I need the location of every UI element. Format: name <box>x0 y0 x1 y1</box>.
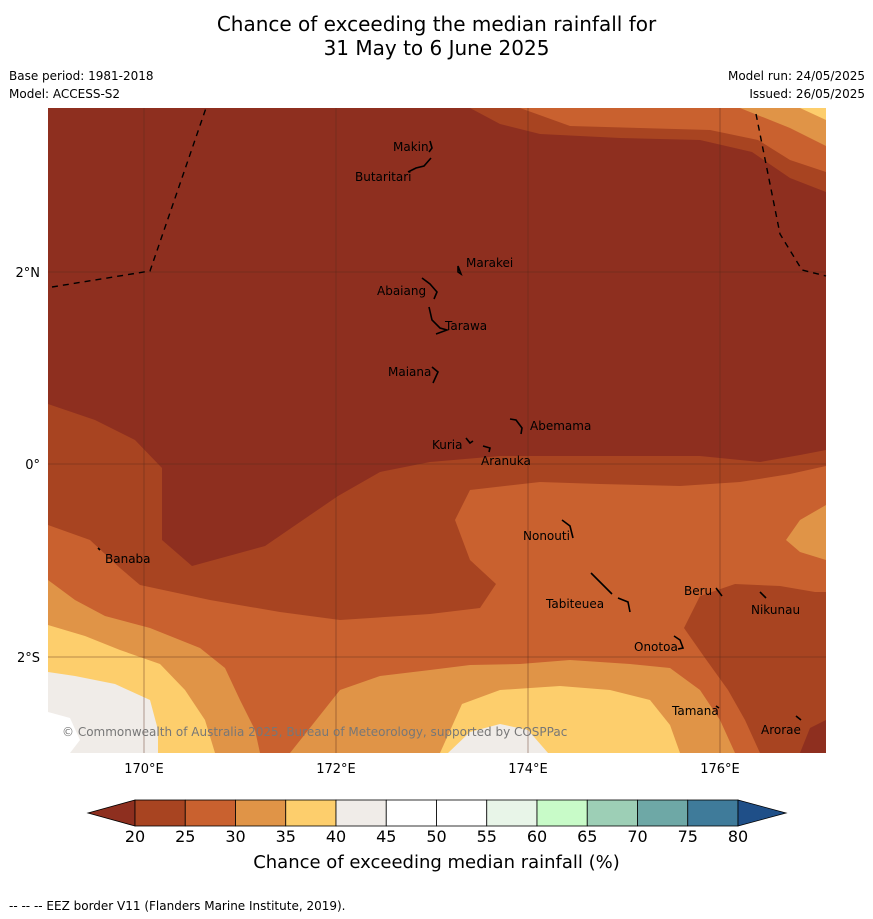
probability-field <box>48 108 826 753</box>
colorbar-segment <box>687 799 739 827</box>
colorbar-tick-label: 75 <box>677 827 698 846</box>
band-45-55-sw <box>48 712 80 753</box>
band-30-35-ne <box>740 108 826 146</box>
colorbar-segment <box>385 799 437 827</box>
colorbar-tick-label: 35 <box>275 827 296 846</box>
tabiteuea-island <box>590 572 631 613</box>
eez-footnote: -- -- -- EEZ border V11 (Flanders Marine… <box>9 899 346 913</box>
colorbar-segment <box>335 799 387 827</box>
colorbar-tick-label: 45 <box>376 827 397 846</box>
colorbar-segment <box>586 799 638 827</box>
label-kuria: Kuria <box>432 438 463 452</box>
colorbar-overflow-triangle <box>737 799 788 827</box>
colorbar-tick-label: 30 <box>225 827 246 846</box>
lat-label-2s: 2°S <box>17 651 40 666</box>
colorbar-tick-label: 55 <box>476 827 497 846</box>
band-below-20-southeast <box>800 720 826 753</box>
label-maiana: Maiana <box>388 365 431 379</box>
lon-label-174e: 174°E <box>508 762 548 777</box>
band-35-40-ne <box>800 108 826 120</box>
band-25-30-ne <box>520 108 826 172</box>
colorbar-tick-label: 25 <box>175 827 196 846</box>
onotoa-island <box>673 635 685 650</box>
abemama-island <box>509 418 523 435</box>
label-onotoa: Onotoa <box>634 640 678 654</box>
metadata-left: Base period: 1981-2018 Model: ACCESS-S2 <box>9 67 154 103</box>
issued-date: Issued: 26/05/2025 <box>749 87 865 101</box>
map-title: Chance of exceeding the median rainfall … <box>0 12 873 60</box>
banaba-island <box>97 547 101 551</box>
maiana-island <box>431 366 439 384</box>
lon-label-172e: 172°E <box>316 762 356 777</box>
beru-island <box>715 587 723 597</box>
colorbar-tick-label: 40 <box>325 827 347 846</box>
colorbar-tick-label: 65 <box>577 827 598 846</box>
colorbar-tick-label: 20 <box>124 827 146 846</box>
colorbar-segment <box>285 799 337 827</box>
label-makin: Makin <box>393 140 429 154</box>
colorbar-segment <box>436 799 488 827</box>
label-tabiteuea: Tabiteuea <box>545 597 604 611</box>
colorbar-tick-label: 70 <box>627 827 648 846</box>
nonouti-island <box>561 519 574 539</box>
title-line-1: Chance of exceeding the median rainfall … <box>216 12 657 36</box>
butaritari-island <box>407 157 432 173</box>
label-tarawa: Tarawa <box>444 319 487 333</box>
kuria-island <box>465 437 474 445</box>
marakei-island <box>457 265 463 277</box>
model-name: Model: ACCESS-S2 <box>9 87 121 101</box>
eez-border <box>51 107 827 288</box>
colorbar-segment <box>486 799 538 827</box>
copyright-notice: © Commonwealth of Australia 2025, Bureau… <box>62 725 567 739</box>
label-nonouti: Nonouti <box>523 529 570 543</box>
label-aranuka: Aranuka <box>481 454 531 468</box>
colorbar-tick-label: 50 <box>426 827 447 846</box>
colorbar-segment <box>235 799 287 827</box>
metadata-right: Model run: 24/05/2025 Issued: 26/05/2025 <box>728 67 865 103</box>
tamana-island <box>715 705 720 709</box>
place-labels: Makin Butaritari Marakei Abaiang Tarawa … <box>105 140 801 737</box>
nikunau-island <box>759 591 767 599</box>
aranuka-island <box>482 445 491 453</box>
title-line-2: 31 May to 6 June 2025 <box>323 36 550 60</box>
label-abaiang: Abaiang <box>377 284 426 298</box>
label-nikunau: Nikunau <box>751 603 800 617</box>
colorbar-segment <box>134 799 186 827</box>
colorbar-tick-label: 80 <box>727 827 749 846</box>
eez-border-east <box>755 113 827 277</box>
island-outlines <box>97 140 802 721</box>
label-arorae: Arorae <box>761 723 801 737</box>
colorbar-segment <box>536 799 588 827</box>
arorae-island <box>795 715 802 721</box>
colorbar-tick-label: 60 <box>526 827 548 846</box>
lon-label-170e: 170°E <box>124 762 164 777</box>
colorbar-underflow-triangle <box>86 799 136 827</box>
colorbar <box>86 799 788 827</box>
lat-label-equator: 0° <box>25 458 40 473</box>
lat-label-2n: 2°N <box>16 266 41 281</box>
label-abemama: Abemama <box>530 419 591 433</box>
label-butaritari: Butaritari <box>355 170 412 184</box>
eez-border-west <box>51 107 207 288</box>
colorbar-label: Chance of exceeding median rainfall (%) <box>253 852 620 873</box>
abaiang-island <box>421 277 438 300</box>
band-40-45-south <box>448 724 548 753</box>
label-banaba: Banaba <box>105 552 151 566</box>
base-period: Base period: 1981-2018 <box>9 69 154 83</box>
label-tamana: Tamana <box>671 704 719 718</box>
makin-island <box>428 140 433 153</box>
model-run: Model run: 24/05/2025 <box>727 69 865 83</box>
band-20-25-southeast <box>684 584 826 753</box>
colorbar-segment <box>184 799 236 827</box>
colorbar-segment <box>637 799 689 827</box>
tarawa-island <box>428 306 450 335</box>
axis-labels: 2°N 0° 2°S 170°E 172°E 174°E 176°E <box>16 266 740 777</box>
label-marakei: Marakei <box>466 256 513 270</box>
lon-label-176e: 176°E <box>700 762 740 777</box>
band-30-35-east <box>786 505 826 560</box>
graticule <box>48 108 826 753</box>
label-beru: Beru <box>684 584 712 598</box>
